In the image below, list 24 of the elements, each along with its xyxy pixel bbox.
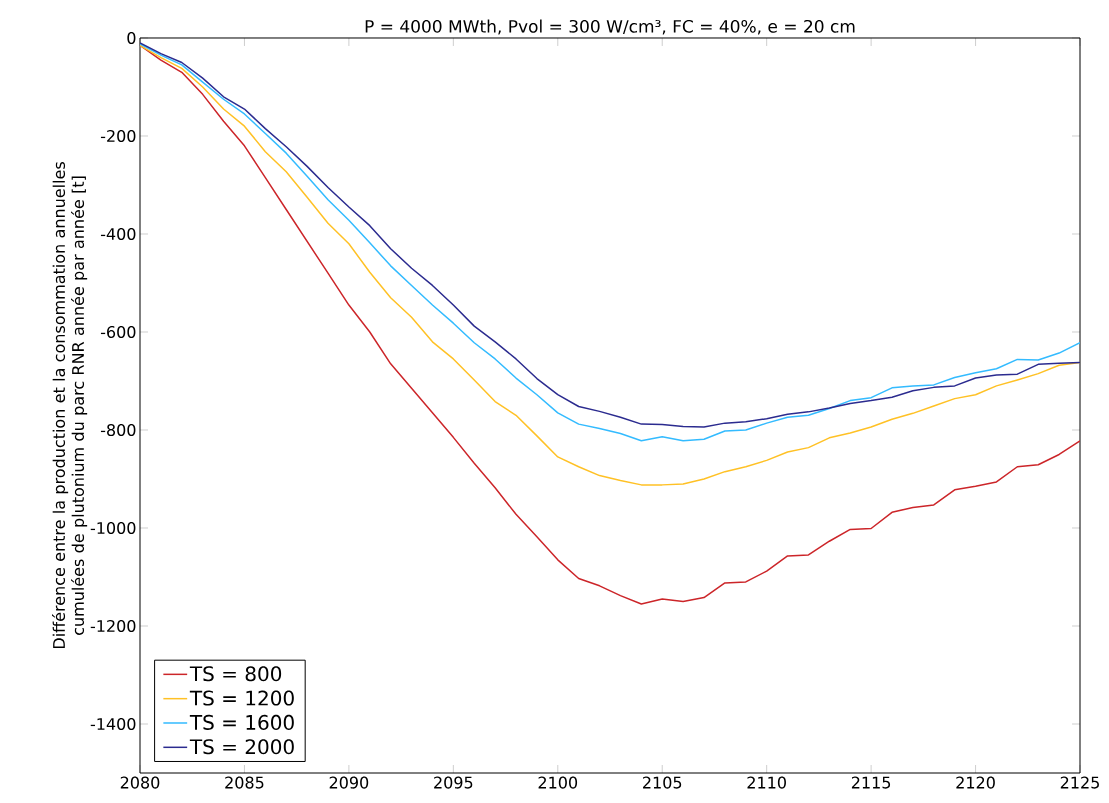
- x-tick-label: 2120: [956, 776, 995, 789]
- y-tick-label: -200: [100, 129, 136, 143]
- y-tick-label: -1000: [90, 521, 136, 535]
- x-tick-label: 2085: [225, 776, 264, 789]
- legend-label: TS = 1200: [189, 690, 294, 706]
- y-tick-label: -400: [100, 227, 136, 241]
- legend-label: TS = 2000: [189, 739, 294, 755]
- x-tick-label: 2115: [851, 776, 891, 789]
- x-tick-label: 2105: [643, 776, 682, 789]
- legend-label: TS = 800: [189, 666, 282, 682]
- x-tick-label: 2110: [747, 776, 786, 789]
- x-tick-label: 2090: [329, 776, 369, 789]
- x-tick-label: 2080: [120, 776, 160, 789]
- y-tick-label: -1200: [90, 619, 136, 633]
- y-tick-label: -800: [100, 423, 136, 437]
- y-tick-label: -600: [100, 325, 136, 339]
- chart-title: P = 4000 MWth, Pvol = 300 W/cm³, FC = 40%, e = 20 cm: [365, 19, 855, 35]
- y-tick-label: 0: [127, 31, 136, 45]
- y-axis-title: Différence entre la production et la consommation annuelles cumulées de plutonium du parc RNR année par année [t]: [52, 162, 88, 649]
- x-tick-label: 2125: [1060, 776, 1099, 789]
- y-tick-label: -1400: [90, 717, 136, 731]
- x-tick-label: 2095: [434, 776, 473, 789]
- x-tick-label: 2100: [538, 776, 578, 789]
- legend-label: TS = 1600: [189, 714, 294, 730]
